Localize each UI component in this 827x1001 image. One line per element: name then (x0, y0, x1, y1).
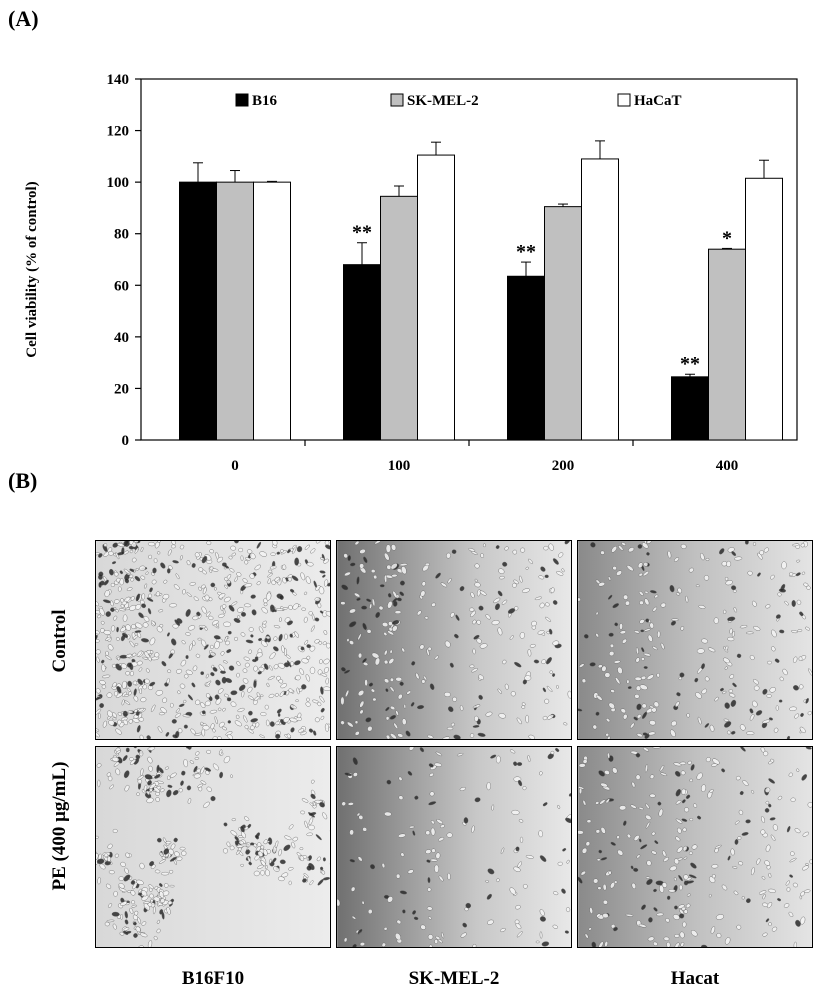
y-tick-label: 0 (122, 433, 130, 449)
cell-texture (340, 541, 571, 739)
y-tick-label: 60 (114, 278, 129, 294)
y-tick-label: 100 (107, 175, 130, 191)
cell-texture (96, 541, 330, 739)
x-tick-label: 200 (552, 458, 575, 470)
panel-a-label: (A) (8, 6, 39, 31)
cell-texture (578, 541, 812, 739)
row-label-control: Control (49, 609, 70, 673)
bar (544, 206, 582, 441)
micrograph-image (578, 541, 812, 739)
panel-b-label: (B) (8, 468, 38, 493)
micrograph-image (578, 747, 812, 947)
legend-label: HaCaT (634, 93, 682, 109)
significance-marker: * (722, 227, 732, 249)
micrograph-b16f10-pe (95, 746, 331, 948)
y-tick-label: 140 (107, 72, 130, 88)
bar (216, 181, 254, 441)
bar (671, 376, 709, 441)
bar (253, 181, 291, 441)
bar (581, 158, 619, 441)
legend-label: SK-MEL-2 (407, 93, 479, 109)
y-tick-label: 40 (114, 330, 129, 346)
micrograph-image (96, 747, 330, 947)
bar (745, 177, 783, 441)
y-tick-label: 120 (107, 124, 130, 140)
micrograph-b16f10-control (95, 540, 331, 740)
x-tick-label: 0 (231, 458, 239, 470)
cell-texture (337, 747, 571, 947)
micrograph-image (337, 541, 571, 739)
cell-texture (578, 747, 812, 947)
micrograph-image (96, 541, 330, 739)
micrograph-hacat-pe (577, 746, 813, 948)
col-label-skmel2: SK-MEL-2 (408, 968, 500, 989)
y-tick-label: 80 (114, 227, 129, 243)
bar (417, 154, 455, 441)
bar (380, 195, 418, 441)
bar (507, 275, 545, 441)
col-label-b16f10: B16F10 (181, 968, 245, 989)
y-axis-label: Cell viability (% of control) (24, 181, 40, 357)
micrograph-hacat-control (577, 540, 813, 740)
cell-texture (96, 747, 330, 947)
micrograph-skmel2-pe (336, 746, 572, 948)
bar-chart: 0 20 40 60 80 100 120 140 Cell viability (% of c… (24, 72, 798, 470)
col-label-hacat: Hacat (670, 968, 720, 989)
x-tick-label: 400 (716, 458, 739, 470)
legend-swatch (617, 93, 631, 107)
micrograph-background (337, 541, 571, 739)
bar (343, 264, 381, 441)
micrograph-image (337, 747, 571, 947)
row-label-pe: PE (400 μg/mL) (49, 761, 70, 891)
bar (179, 181, 217, 441)
legend-swatch (390, 93, 404, 107)
micrograph-background (337, 747, 571, 947)
y-tick-label: 20 (114, 381, 129, 397)
bar (708, 248, 746, 441)
significance-marker: ** (680, 353, 700, 375)
x-tick-label: 100 (388, 458, 411, 470)
legend-label: B16 (252, 93, 278, 109)
significance-marker: ** (516, 241, 536, 263)
micrograph-skmel2-control (336, 540, 572, 740)
legend-swatch (235, 93, 249, 107)
significance-marker: ** (352, 222, 372, 244)
